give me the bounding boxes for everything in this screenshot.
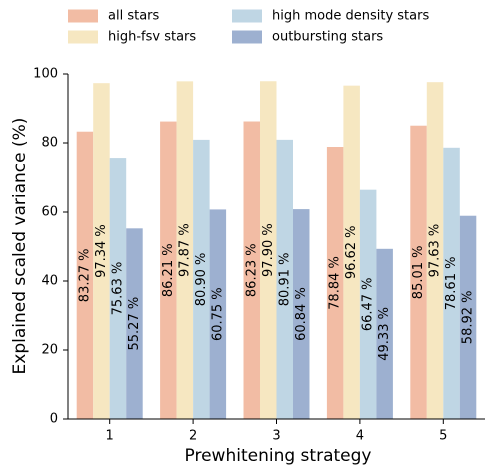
y-tick-label: 60	[41, 205, 58, 220]
legend-swatch	[68, 30, 98, 44]
y-tick-label: 100	[33, 67, 58, 82]
bar	[260, 81, 277, 420]
bar	[126, 228, 143, 419]
value-label: 97.63 %	[428, 224, 443, 278]
value-label: 85.01 %	[411, 246, 426, 300]
bar	[76, 131, 94, 419]
bar	[276, 139, 293, 419]
bar	[93, 83, 110, 419]
bar	[243, 121, 260, 419]
y-axis-label: Explained scaled variance (%)	[10, 118, 30, 375]
value-label: 97.87 %	[177, 223, 192, 277]
value-label: 58.92 %	[461, 291, 476, 345]
bar	[459, 215, 477, 419]
x-axis-label: Prewhitening strategy	[185, 446, 372, 466]
x-tick-label: 5	[439, 429, 447, 444]
legend-label: all stars	[108, 9, 160, 24]
legend-label: high-fsv stars	[108, 30, 196, 45]
bar	[293, 209, 310, 419]
legend-swatch	[232, 30, 262, 44]
value-label: 78.84 %	[328, 256, 343, 310]
bar	[426, 82, 444, 419]
bar	[209, 209, 227, 419]
value-label: 80.90 %	[194, 253, 209, 307]
value-label: 78.61 %	[444, 257, 459, 311]
x-tick-label: 4	[356, 429, 364, 444]
legend-swatch	[68, 9, 98, 23]
bar	[326, 147, 344, 419]
bar	[359, 189, 377, 419]
value-label: 55.27 %	[127, 297, 142, 351]
x-tick-label: 3	[272, 429, 280, 444]
bar	[109, 158, 127, 419]
value-label: 97.90 %	[261, 223, 276, 277]
value-label: 80.91 %	[277, 253, 292, 307]
y-tick-label: 0	[50, 412, 58, 427]
value-label: 96.62 %	[344, 225, 359, 279]
bar	[410, 125, 427, 419]
bar	[160, 121, 177, 419]
value-label: 86.21 %	[161, 243, 176, 297]
y-tick-label: 80	[41, 136, 58, 151]
value-label: 86.23 %	[244, 243, 259, 297]
value-label: 83.27 %	[77, 249, 92, 303]
x-tick-label: 1	[106, 429, 114, 444]
legend-label: outbursting stars	[272, 30, 383, 45]
legend-swatch	[232, 9, 262, 23]
value-label: 49.33 %	[377, 307, 392, 361]
bar	[443, 147, 460, 419]
y-tick-label: 20	[41, 343, 58, 358]
value-label: 60.84 %	[294, 287, 309, 341]
bar	[176, 81, 194, 419]
value-label: 60.75 %	[210, 287, 225, 341]
bar	[193, 139, 210, 419]
bar	[343, 85, 360, 419]
x-tick-label: 2	[189, 429, 197, 444]
value-label: 66.47 %	[361, 277, 376, 331]
bar	[376, 248, 393, 419]
value-label: 75.63 %	[110, 262, 125, 316]
legend-label: high mode density stars	[272, 9, 429, 24]
value-label: 97.34 %	[94, 224, 109, 278]
y-tick-label: 40	[41, 274, 58, 289]
